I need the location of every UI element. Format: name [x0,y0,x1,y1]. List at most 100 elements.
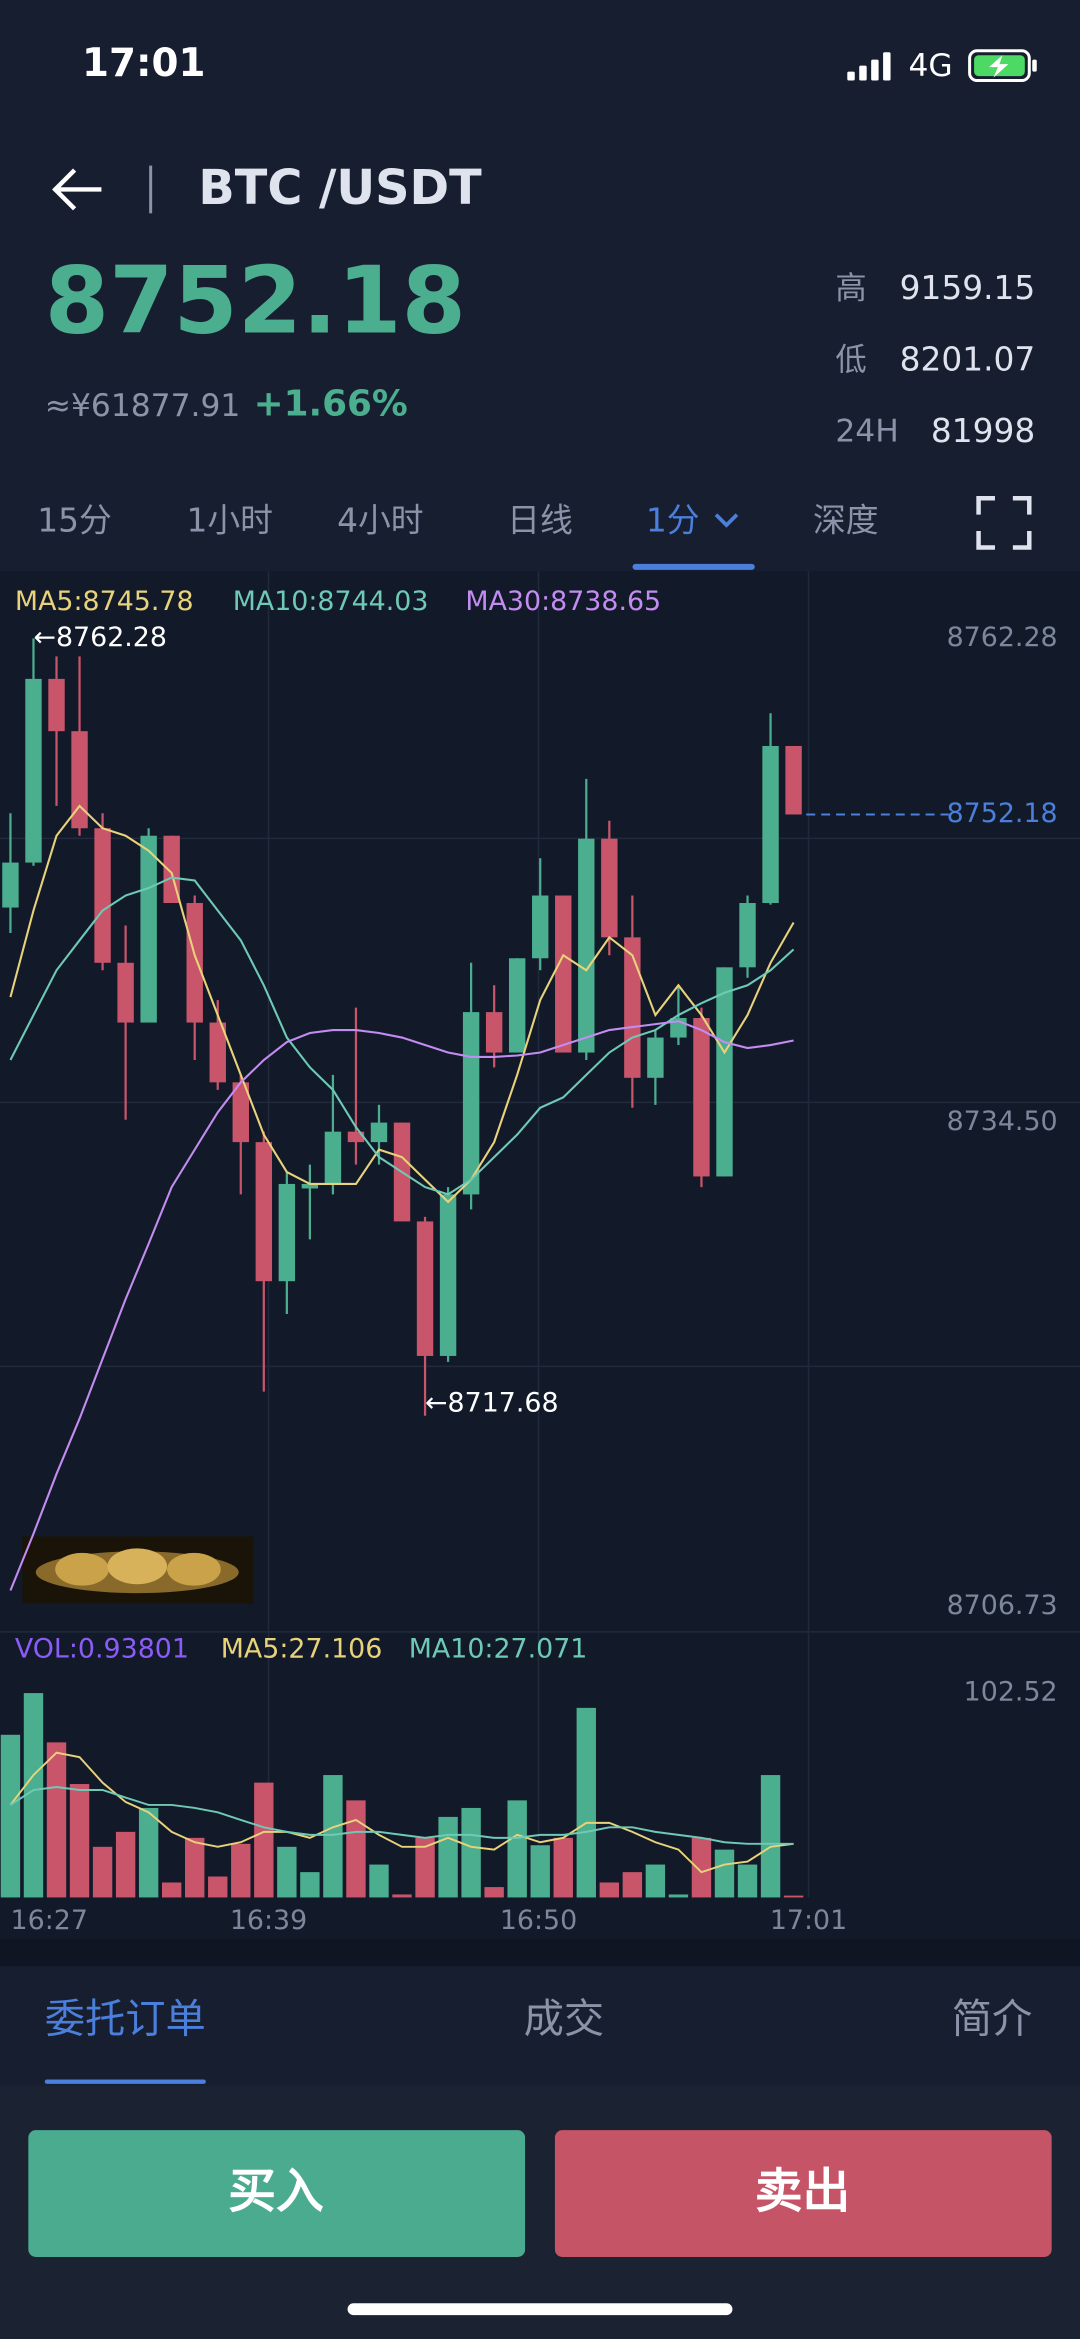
interval-tab[interactable]: 4小时 [337,502,423,540]
battery-icon [968,49,1037,83]
stat-label: 24H [835,414,898,450]
volume-ma-legend: MA5:27.106 [221,1633,383,1664]
buy-label[interactable]: 买入 [228,2164,324,2219]
fullscreen-button[interactable] [976,495,1032,550]
volume-ma-legend: MA10:27.071 [409,1633,588,1664]
candle-body [232,1082,249,1143]
ma-legend: MA30:8738.65 [465,586,661,617]
volume-bar [783,1895,804,1898]
order-tabs-background [0,1966,1080,2086]
grid [0,571,1080,1898]
status-time: 17:01 [82,41,205,86]
stat-value: 9159.15 [900,269,1036,307]
volume-bar [438,1816,458,1898]
volume-bar [737,1864,758,1898]
kline-chart: 8762.28 8734.50 8706.73 102.52 16:27 16:39 16:… [0,586,1058,1936]
ma-line [9,804,795,1204]
sell-label[interactable]: 卖出 [755,2164,850,2219]
interval-tab[interactable]: 深度 [813,502,879,540]
order-tab[interactable]: 简介 [952,1996,1033,2042]
volume-bar [645,1864,666,1898]
sell-button[interactable] [554,2130,1052,2257]
interval-tab[interactable]: 1小时 [186,502,272,540]
volume-bar [553,1837,573,1898]
volume-bar [208,1876,228,1898]
interval-tab[interactable]: 日线 [507,502,573,540]
volume-bar [46,1742,67,1898]
volume-bar [461,1807,481,1898]
interval-tab[interactable]: 15分 [37,502,112,540]
candle-body [693,1018,710,1177]
candle-body [785,745,802,815]
signal-icon [847,52,891,81]
volume-bar [668,1894,689,1898]
candle-body [508,958,526,1053]
volume-bar [300,1872,320,1898]
volume-bar [392,1894,412,1898]
order-tabs: 委托订单 成交 简介 [45,1996,1033,2042]
back-button[interactable] [52,168,102,211]
candle-body [578,838,595,1053]
interval-tab[interactable]: 1分 [646,502,700,540]
volume-bar [92,1846,113,1898]
candle-body [2,862,19,908]
candle-body [555,895,572,1053]
volume-bar [323,1775,343,1898]
order-tab[interactable]: 委托订单 [45,1996,206,2042]
order-tab-indicator [44,2079,206,2084]
candle-body [624,937,641,1078]
volume-bar [23,1693,44,1898]
dropdown-chevron[interactable] [714,513,739,528]
candle-body [71,731,88,829]
candle-body [762,745,779,904]
candle-body [347,1131,365,1143]
candle-body [301,1183,319,1189]
volume-bar [138,1807,159,1898]
candle-body [324,1131,342,1184]
candle-body [255,1142,273,1282]
volume-bar [254,1782,274,1898]
volume-bar [115,1831,136,1898]
volume-bar [691,1837,712,1898]
time-label: 16:50 [500,1905,577,1936]
candle-body [25,678,42,863]
volume-bar [277,1846,297,1898]
candle-body [186,903,203,1023]
spacer [0,1939,1080,1967]
candle-body [48,678,65,732]
time-label: 16:39 [230,1905,307,1936]
chart-background [0,571,1080,1940]
volume-bar [484,1887,504,1898]
volume-bar [622,1872,643,1898]
candle-body [439,1194,457,1356]
candle-body [647,1037,664,1078]
last-price: 8752.18 [45,247,466,355]
volume-bar [231,1843,251,1898]
order-tab[interactable]: 成交 [524,1996,605,2042]
candle-body [117,962,134,1023]
volume-bar [714,1849,735,1898]
volume-bar [760,1775,781,1898]
tab-indicator [632,563,755,570]
interval-tabs: 15分 1小时 4小时 日线 1分 深度 [37,502,878,540]
logo-image [22,1536,254,1604]
low-mark: ←8717.68 [425,1387,559,1418]
candle-body [532,895,549,959]
stat-label: 低 [835,342,866,378]
candle-body [416,1221,434,1356]
candle-body [209,1022,226,1083]
volume-bar [369,1864,389,1898]
price-tick-label: 8762.28 [947,622,1058,653]
volume-bar [576,1707,596,1898]
time-label: 16:27 [11,1905,88,1936]
volume-ma-line [9,1786,794,1845]
candle-body [485,1012,503,1053]
ma-legend: MA10:8744.03 [233,586,429,617]
volume-bar [599,1882,620,1898]
ma-legend: MA5:8745.78 [15,586,194,617]
time-label: 17:01 [770,1905,847,1936]
buy-button[interactable] [28,2130,526,2257]
stat-label: 高 [835,270,866,306]
volume-ma-line [9,1751,794,1874]
